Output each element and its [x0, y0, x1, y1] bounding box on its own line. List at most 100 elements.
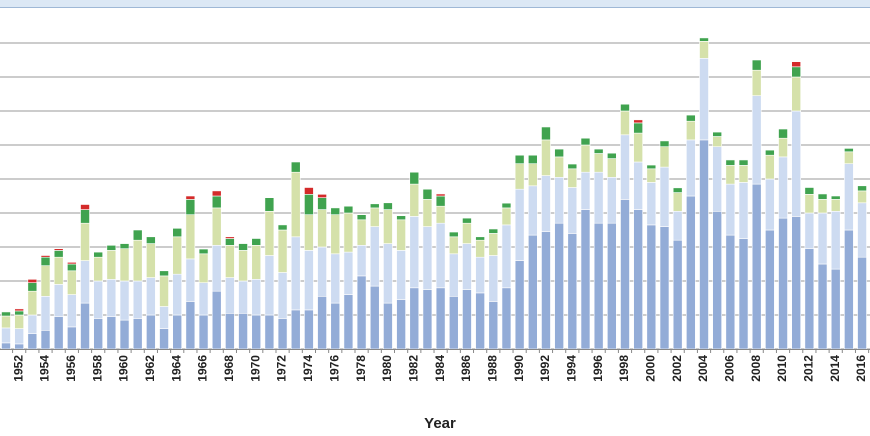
bar-segment [554, 148, 564, 158]
bar-segment [146, 314, 156, 350]
bar-segment [514, 163, 525, 190]
bar-segment [106, 316, 117, 350]
bar-segment [686, 139, 696, 197]
bar-segment [659, 226, 670, 350]
bar-segment [751, 69, 762, 96]
bar-segment [488, 301, 499, 350]
x-tick-label: 1954 [38, 355, 52, 382]
bar-segment [317, 246, 327, 297]
bar-segment [857, 190, 867, 204]
bar-segment [53, 256, 64, 285]
bar-segment [409, 171, 420, 185]
bar-segment [488, 255, 499, 302]
bar-segment [817, 263, 828, 350]
bar-segment [396, 250, 406, 300]
bar-segment [672, 239, 683, 350]
bar-segment [277, 318, 288, 350]
bar-segment [1, 311, 11, 317]
x-tick-label: 2010 [775, 355, 789, 382]
bar-segment [659, 166, 670, 227]
bar-segment [383, 202, 393, 210]
bar-segment [422, 289, 433, 350]
bar-segment [607, 177, 617, 224]
bar-segment [146, 277, 156, 316]
bar-segment [844, 151, 854, 165]
bar-segment [580, 144, 591, 173]
bar-segment [804, 187, 815, 195]
bar-segment [422, 199, 433, 227]
bar-segment [356, 275, 367, 350]
bar-segment [633, 119, 643, 124]
bar-segment [422, 226, 433, 290]
bar-segment [527, 234, 538, 350]
bar-segment [119, 248, 130, 282]
bar-segment [607, 158, 617, 178]
bar-segment [791, 61, 802, 68]
bar-segment [132, 318, 143, 350]
bar-segment [725, 183, 736, 236]
bar-segment [80, 302, 90, 350]
bar-segment [317, 295, 327, 350]
bar-segment [699, 139, 709, 350]
bar-segment [567, 233, 578, 350]
bar-segment [343, 251, 354, 295]
bar-segment [93, 256, 103, 282]
bar-segment [857, 185, 867, 192]
bar-segment [290, 171, 301, 238]
bar-segment [738, 182, 749, 239]
bar-segment [857, 202, 867, 258]
bar-segment [14, 310, 24, 316]
bar-segment [435, 193, 446, 197]
bar-segment [462, 289, 472, 350]
bar-segment [277, 224, 288, 231]
bar-segment [567, 168, 578, 188]
bar-segment [804, 194, 815, 214]
bar-segment [567, 163, 578, 170]
bar-segment [580, 137, 591, 146]
bar-segment [198, 253, 209, 284]
bar-segment [554, 156, 564, 178]
bar-segment [93, 251, 103, 258]
bar-segment [830, 211, 841, 270]
bar-segment [409, 216, 420, 289]
bar-segment [514, 188, 525, 261]
bar-segment [409, 287, 420, 350]
bar-segment [791, 110, 802, 217]
bar-segment [527, 185, 538, 236]
bar-segment [778, 156, 788, 219]
x-tick-label: 1980 [380, 355, 394, 382]
bar-segment [804, 248, 815, 350]
bar-segment [238, 312, 248, 350]
bar-segment [738, 238, 749, 350]
bar-segment [830, 268, 841, 350]
bar-segment [14, 343, 24, 350]
bar-segment [146, 243, 156, 278]
bar-segment [712, 211, 722, 350]
bar-segment [80, 222, 90, 261]
bar-segment [264, 197, 275, 212]
bar-segment [93, 318, 103, 350]
bar-segment [620, 134, 630, 200]
bar-segment [844, 163, 854, 231]
bar-segment [593, 148, 604, 154]
bar-segment [620, 103, 630, 112]
bars [1, 37, 867, 350]
bar-segment [369, 285, 380, 350]
bar-segment [778, 137, 788, 158]
bar-segment [527, 154, 538, 164]
bar-segment [185, 258, 196, 302]
bar-segment [646, 182, 657, 226]
bar-segment [356, 214, 367, 221]
bar-segment [93, 280, 103, 319]
bar-segment [40, 329, 51, 350]
x-tick-label: 1976 [327, 355, 341, 382]
x-tick-label: 2004 [696, 355, 710, 382]
bar-segment [435, 205, 446, 224]
bar-segment [330, 207, 341, 215]
bar-segment [251, 314, 262, 350]
bar-segment [369, 203, 380, 209]
bar-segment [159, 306, 169, 329]
bar-segment [185, 199, 196, 215]
bar-segment [383, 302, 393, 350]
